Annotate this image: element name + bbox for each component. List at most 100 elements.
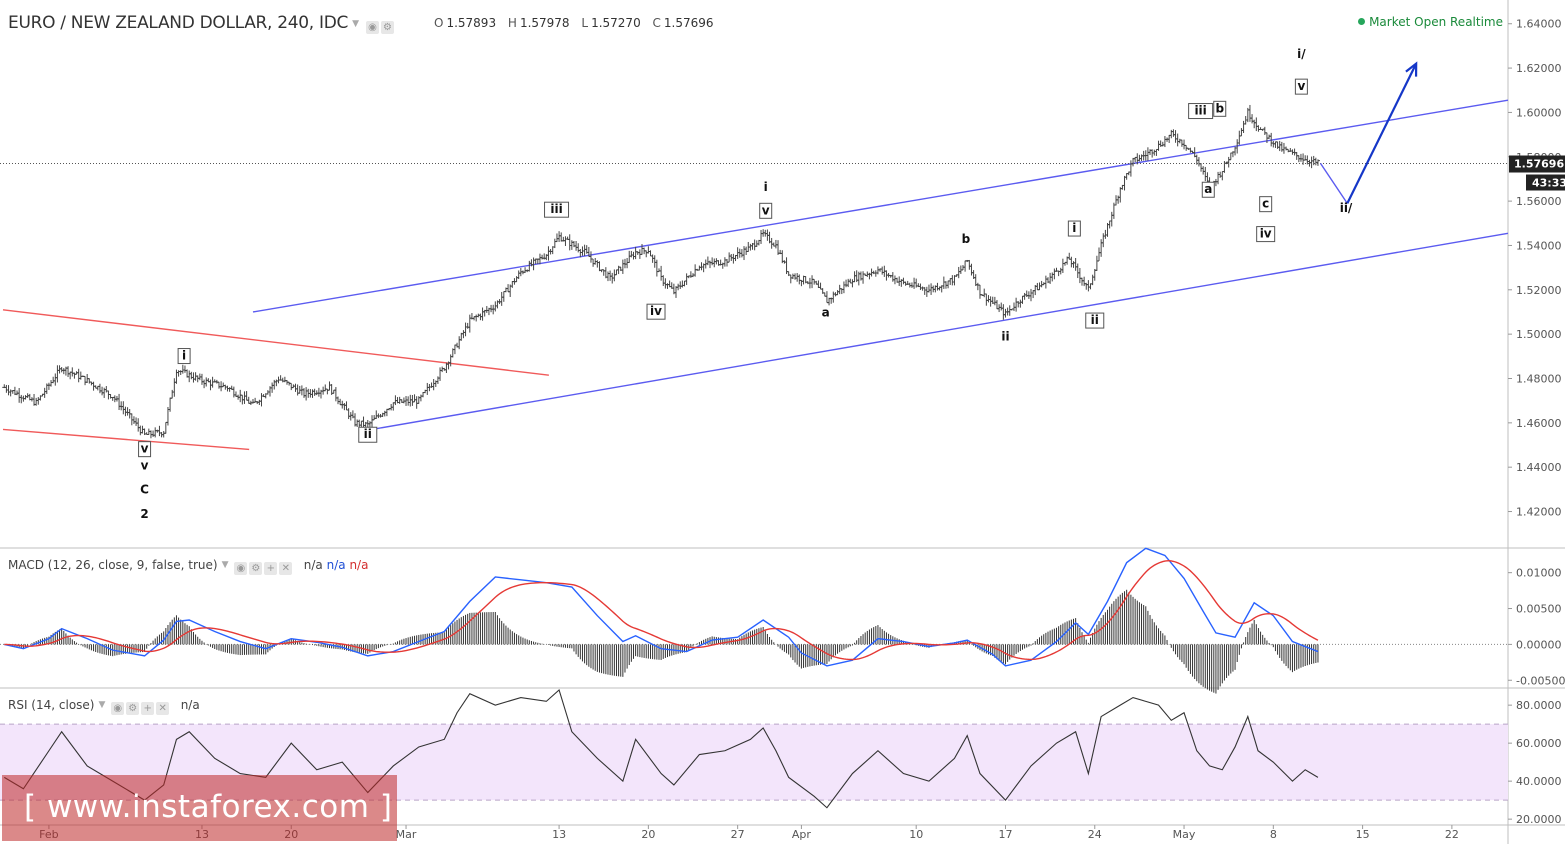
time-tick-label: 22 bbox=[1445, 828, 1459, 841]
arrow-head-icon bbox=[1405, 61, 1418, 77]
eye-icon[interactable]: ◉ bbox=[234, 562, 248, 575]
price-tick-label: 1.64000 bbox=[1516, 18, 1562, 31]
price-tick-label: 1.42000 bbox=[1516, 506, 1562, 519]
macd-line bbox=[4, 547, 1319, 667]
low-label: L bbox=[581, 16, 589, 30]
wave-label-text: iv bbox=[1260, 227, 1272, 241]
open-label: O bbox=[434, 16, 444, 30]
red-trendline-upper bbox=[2, 309, 549, 376]
wave-label: i bbox=[1067, 220, 1081, 237]
red-trendline-lower bbox=[2, 428, 250, 451]
channel-upper-line bbox=[252, 99, 1509, 313]
macd-legend[interactable]: MACD (12, 26, close, 9, false, true) ▼ ◉ ⚙… bbox=[8, 558, 368, 575]
wave-label: iii bbox=[1188, 103, 1214, 120]
wave-label: iii bbox=[544, 201, 570, 218]
wave-label: ii bbox=[1001, 330, 1009, 344]
high-label: H bbox=[507, 16, 517, 30]
time-tick-label: May bbox=[1173, 828, 1196, 841]
close-label: C bbox=[652, 16, 661, 30]
wave-label-box bbox=[1201, 181, 1215, 198]
eye-icon[interactable]: ◉ bbox=[111, 702, 125, 715]
close-icon[interactable]: ✕ bbox=[156, 702, 170, 715]
macd-value-1: n/a bbox=[303, 558, 323, 572]
wave-label: ii bbox=[1085, 312, 1105, 329]
macd-tick-label: 0.01000 bbox=[1516, 567, 1562, 580]
countdown-badge bbox=[1526, 174, 1565, 191]
time-tick-label: 15 bbox=[1356, 828, 1370, 841]
wave-label-text: c bbox=[1262, 197, 1269, 211]
macd-tick-label: 0.00500 bbox=[1516, 603, 1562, 616]
wave-label: a bbox=[1201, 181, 1215, 198]
price-tick-label: 1.60000 bbox=[1516, 106, 1562, 119]
low-value: 1.57270 bbox=[591, 16, 641, 30]
plus-icon[interactable]: + bbox=[141, 702, 155, 715]
wave-label: v bbox=[759, 202, 773, 219]
rsi-tick-label: 40.0000 bbox=[1516, 775, 1562, 788]
wave-label-text: v bbox=[141, 458, 149, 472]
close-value: 1.57696 bbox=[663, 16, 714, 30]
macd-value-3: n/a bbox=[349, 558, 369, 572]
price-tick-label: 1.62000 bbox=[1516, 62, 1562, 75]
wave-label-text: i bbox=[182, 349, 186, 363]
price-tick-label: 1.52000 bbox=[1516, 284, 1562, 297]
wave-label-text: C bbox=[140, 483, 149, 497]
wave-label-text: v bbox=[141, 442, 149, 456]
chevron-down-icon[interactable]: ▼ bbox=[221, 560, 229, 570]
chevron-down-icon[interactable]: ▼ bbox=[98, 700, 106, 710]
close-icon[interactable]: ✕ bbox=[279, 562, 293, 575]
countdown-value: 43:33 bbox=[1532, 177, 1565, 190]
open-value: 1.57893 bbox=[446, 16, 497, 30]
wave-label-text: iii bbox=[1194, 104, 1206, 118]
eye-icon[interactable]: ◉ bbox=[365, 21, 379, 34]
macd-value-2: n/a bbox=[326, 558, 346, 572]
wave-label-box bbox=[1067, 220, 1081, 237]
wave-label: v bbox=[141, 458, 149, 472]
rsi-legend[interactable]: RSI (14, close) ▼ ◉ ⚙ + ✕ n/a bbox=[8, 698, 200, 715]
time-tick-label: 27 bbox=[731, 828, 745, 841]
wave-label: b bbox=[1213, 100, 1227, 117]
gear-icon[interactable]: ⚙ bbox=[126, 702, 140, 715]
ohlc-readout: O 1.57893 H 1.57978 L 1.57270 C 1.57696 bbox=[434, 16, 722, 30]
price-tick-label: 1.48000 bbox=[1516, 372, 1562, 385]
price-tick-label: 1.50000 bbox=[1516, 328, 1562, 341]
price-tick-label: 1.56000 bbox=[1516, 195, 1562, 208]
watermark-text: [ www.instaforex.com ] bbox=[24, 789, 393, 825]
wave-label-text: ii bbox=[364, 427, 372, 441]
gear-icon[interactable]: ⚙ bbox=[249, 562, 263, 575]
projection-down-leg bbox=[1319, 163, 1348, 204]
wave-label: ii bbox=[358, 426, 378, 443]
rsi-label: RSI (14, close) bbox=[8, 698, 95, 712]
price-tick-label: 1.54000 bbox=[1516, 239, 1562, 252]
price-badge bbox=[1509, 155, 1565, 173]
wave-label-text: v bbox=[1297, 79, 1305, 93]
wave-label-text: v bbox=[762, 203, 770, 217]
wave-label-text: iii bbox=[550, 202, 562, 216]
wave-label: iv bbox=[646, 303, 666, 320]
time-tick-label: 24 bbox=[1088, 828, 1102, 841]
wave-label: i bbox=[764, 180, 768, 194]
chevron-down-icon[interactable]: ▼ bbox=[352, 19, 359, 29]
wave-label-text: ii bbox=[1091, 313, 1099, 327]
wave-label: i/ bbox=[1297, 47, 1306, 61]
gear-icon[interactable]: ⚙ bbox=[380, 21, 394, 34]
wave-label-box bbox=[1213, 100, 1227, 117]
wave-label: i bbox=[177, 348, 191, 365]
wave-label-text: i/ bbox=[1297, 47, 1306, 61]
wave-label-box bbox=[759, 202, 773, 219]
wave-label-text: i bbox=[764, 180, 768, 194]
time-tick-label: 20 bbox=[641, 828, 655, 841]
plus-icon[interactable]: + bbox=[264, 562, 278, 575]
wave-label-text: a bbox=[822, 305, 830, 319]
chart-title: EURO / NEW ZEALAND DOLLAR, 240, IDC ▼ ◉ ⚙ bbox=[8, 13, 394, 34]
wave-label-box bbox=[1188, 103, 1214, 120]
status-dot-icon bbox=[1358, 18, 1366, 25]
market-status-text: Market Open Realtime bbox=[1369, 15, 1503, 29]
wave-label: v bbox=[138, 441, 152, 458]
time-tick-label: 10 bbox=[909, 828, 923, 841]
time-tick-label: 8 bbox=[1270, 828, 1277, 841]
rsi-tick-label: 80.0000 bbox=[1516, 699, 1562, 712]
rsi-line bbox=[3, 688, 1319, 809]
high-value: 1.57978 bbox=[519, 16, 570, 30]
